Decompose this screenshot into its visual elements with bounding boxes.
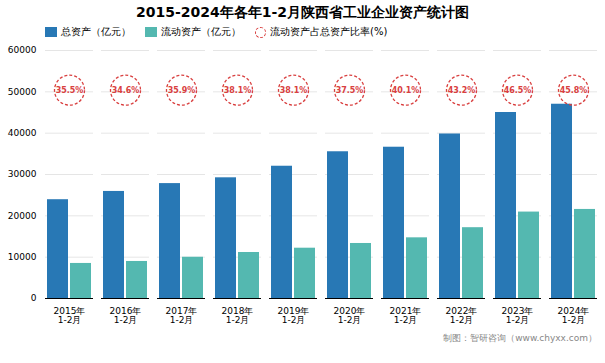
svg-text:10000: 10000 xyxy=(8,252,37,262)
svg-text:20000: 20000 xyxy=(8,211,37,221)
svg-text:2016年1-2月: 2016年1-2月 xyxy=(110,306,142,325)
svg-text:2019年1-2月: 2019年1-2月 xyxy=(278,306,310,325)
html-text:2015-2024年各年1-2月陕西省工业企业资产统计图: 2015-2024年各年1-2月陕西省工业企业资产统计图 xyxy=(136,4,469,20)
svg-text:2020年1-2月: 2020年1-2月 xyxy=(334,306,366,325)
svg-text:60000: 60000 xyxy=(8,45,37,55)
svg-text:2017年1-2月: 2017年1-2月 xyxy=(166,306,198,325)
svg-text:46.5%: 46.5% xyxy=(504,86,532,95)
svg-text:35.9%: 35.9% xyxy=(168,86,196,95)
svg-text:40.1%: 40.1% xyxy=(392,86,420,95)
html-text:流动资产（亿元）: 流动资产（亿元） xyxy=(161,26,241,37)
html-text:制图：智研咨询（www.chyxx.com）: 制图：智研咨询（www.chyxx.com） xyxy=(443,333,597,343)
svg-text:37.5%: 37.5% xyxy=(336,86,364,95)
svg-text:2023年1-2月: 2023年1-2月 xyxy=(502,306,534,325)
svg-text:38.1%: 38.1% xyxy=(224,86,252,95)
svg-text:45.8%: 45.8% xyxy=(560,86,588,95)
svg-text:0: 0 xyxy=(31,293,37,303)
svg-text:38.1%: 38.1% xyxy=(280,86,308,95)
svg-text:2022年1-2月: 2022年1-2月 xyxy=(446,306,478,325)
svg-text:30000: 30000 xyxy=(8,169,37,179)
svg-text:35.5%: 35.5% xyxy=(56,86,84,95)
svg-text:2024年1-2月: 2024年1-2月 xyxy=(558,306,590,325)
html-text:总资产（亿元）: 总资产（亿元） xyxy=(61,26,131,37)
html-text:流动资产占总资产比率(%): 流动资产占总资产比率(%) xyxy=(270,26,388,37)
svg-text:2021年1-2月: 2021年1-2月 xyxy=(390,306,422,325)
svg-text:43.2%: 43.2% xyxy=(448,86,476,95)
svg-text:50000: 50000 xyxy=(8,87,37,97)
svg-text:2018年1-2月: 2018年1-2月 xyxy=(222,306,254,325)
svg-text:40000: 40000 xyxy=(8,128,37,138)
svg-text:2015年1-2月: 2015年1-2月 xyxy=(54,306,86,325)
svg-text:34.6%: 34.6% xyxy=(112,86,140,95)
